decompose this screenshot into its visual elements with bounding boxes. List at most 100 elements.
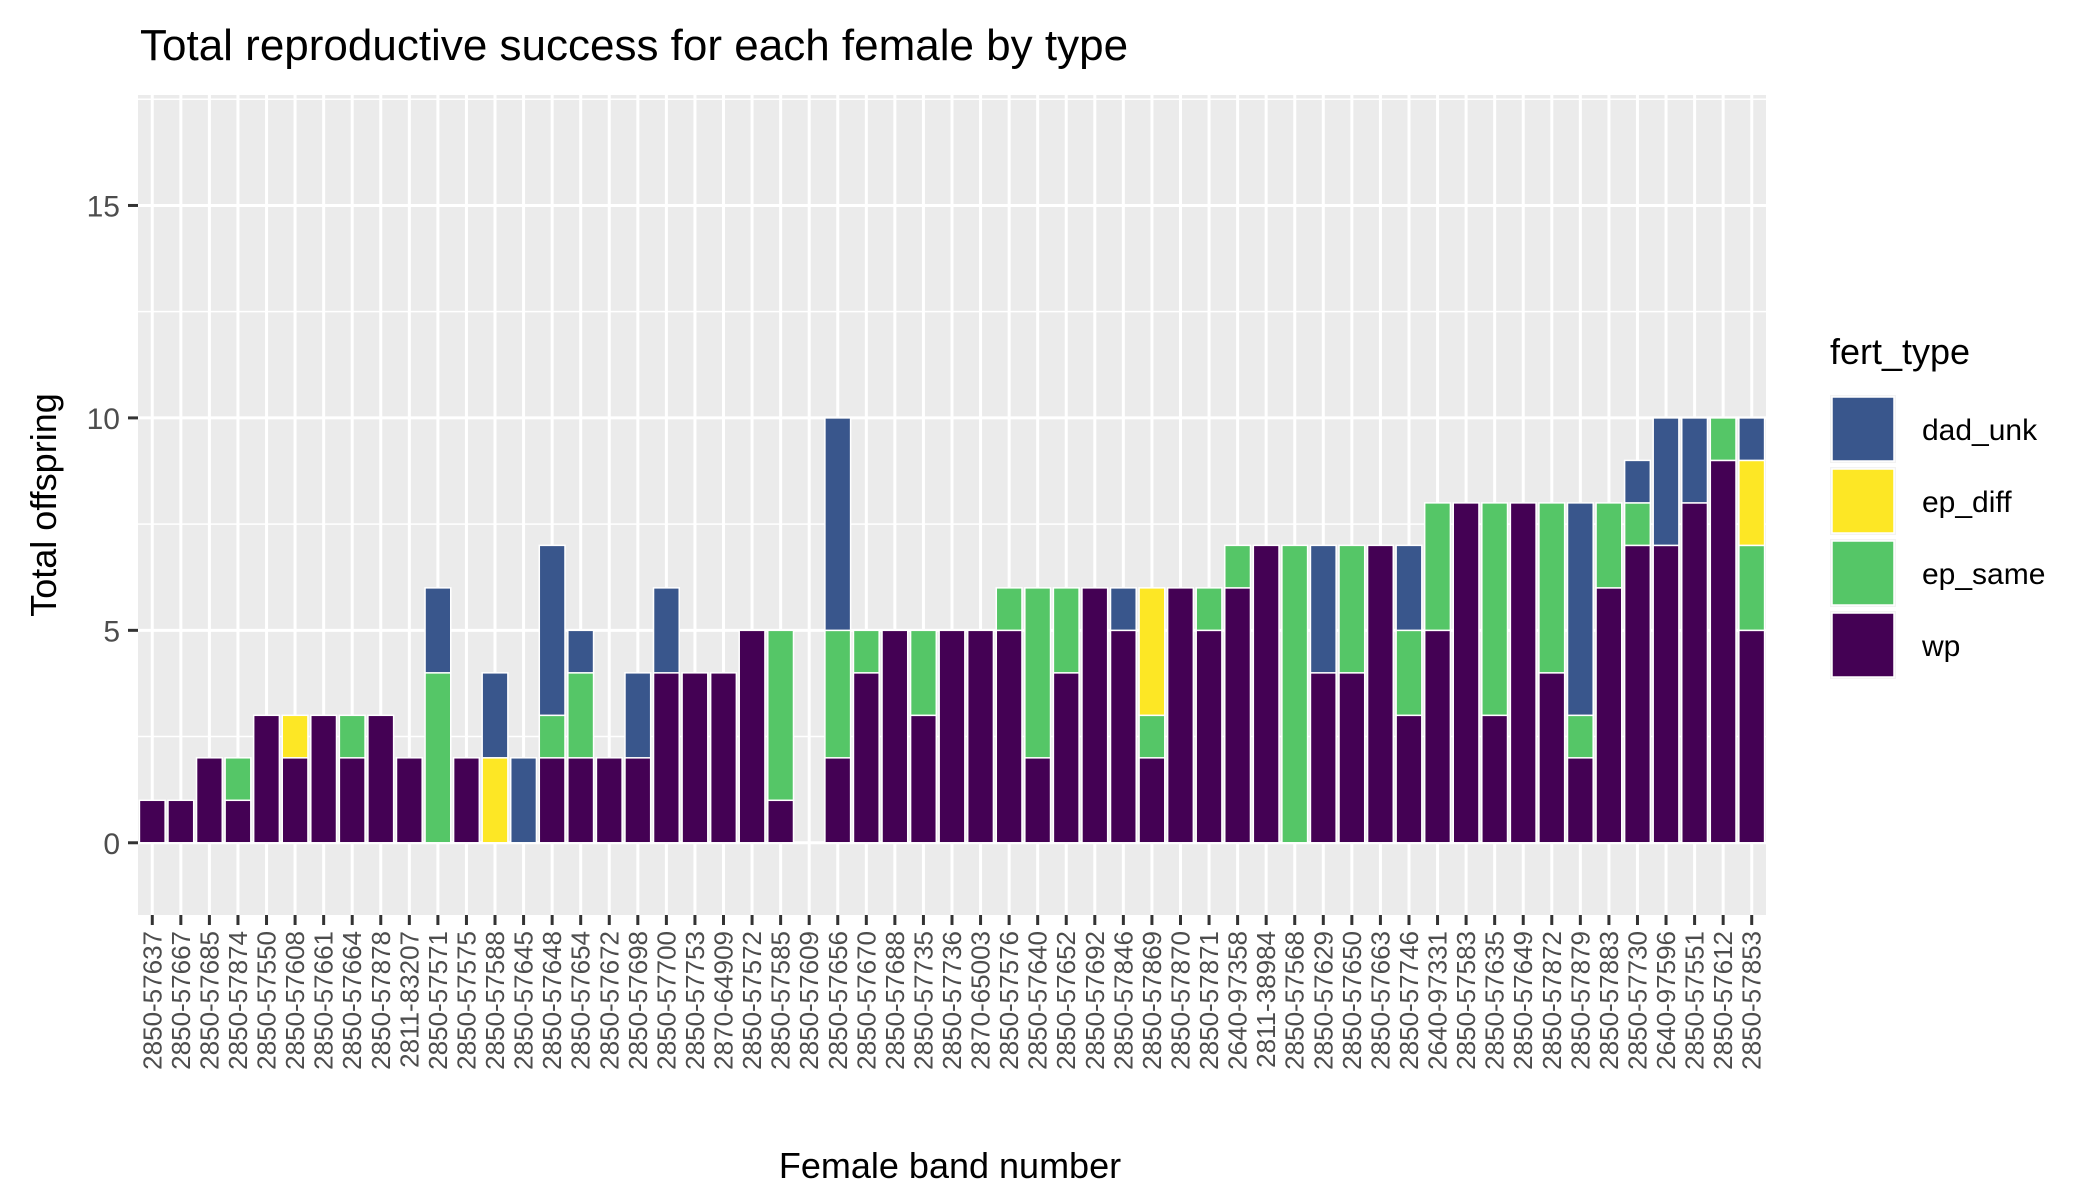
x-tick-label: 2850-57583 <box>1451 931 1481 1070</box>
bar-segment-wp <box>538 757 566 844</box>
bar-segment-dad_unk <box>1652 417 1680 547</box>
bar-segment-wp <box>252 714 281 844</box>
bar-segment-ep_diff <box>281 714 309 759</box>
x-tick-label: 2850-57869 <box>1137 931 1167 1070</box>
bar-segment-dad_unk <box>1738 417 1766 462</box>
bar-segment-dad_unk <box>567 629 595 674</box>
x-tick-label: 2850-57879 <box>1565 931 1595 1070</box>
bar-segment-wp <box>738 629 766 844</box>
bar-segment-dad_unk <box>652 587 680 674</box>
bar-segment-ep_same <box>1481 502 1509 717</box>
x-tick-label: 2640-97331 <box>1423 931 1453 1070</box>
x-tick-label: 2850-57645 <box>509 931 539 1070</box>
x-tick-label: 2850-57853 <box>1737 931 1767 1070</box>
bar-segment-wp <box>138 799 166 844</box>
x-tick-label: 2811-38984 <box>1251 931 1281 1068</box>
x-tick-label: 2850-57568 <box>1280 931 1310 1070</box>
bar-segment-ep_same <box>338 714 366 759</box>
bar-segment-wp <box>1252 544 1280 844</box>
legend-swatch-wp <box>1831 612 1895 678</box>
x-tick-label: 2850-57870 <box>1165 931 1195 1070</box>
bar-segment-ep_same <box>1052 587 1080 674</box>
bar-segment-wp <box>1366 544 1395 844</box>
bar-segment-wp <box>709 672 738 844</box>
bar-segment-ep_same <box>1709 417 1737 462</box>
bar-segment-wp <box>1538 672 1566 844</box>
x-tick-label: 2850-57688 <box>880 931 910 1070</box>
bar-segment-ep_diff <box>481 757 509 844</box>
x-tick-label: 2850-57649 <box>1508 931 1538 1070</box>
bar-segment-wp <box>1024 757 1052 844</box>
bar-segment-ep_same <box>1281 544 1309 844</box>
x-tick-label: 2850-57664 <box>337 931 367 1070</box>
x-tick-label: 2850-57661 <box>309 931 339 1070</box>
bar-segment-dad_unk <box>1395 544 1423 632</box>
legend-label-ep_same: ep_same <box>1922 558 2045 591</box>
bar-segment-wp <box>1509 502 1537 844</box>
x-axis-title: Female band number <box>779 1145 1121 1186</box>
bar-segment-ep_same <box>852 629 880 674</box>
bar-segment-ep_same <box>1224 544 1252 589</box>
bar-segment-wp <box>1738 629 1766 844</box>
bar-segment-wp <box>1081 587 1109 844</box>
bar-segment-wp <box>338 757 366 844</box>
x-tick-label: 2850-57735 <box>908 931 938 1070</box>
bar-segment-ep_same <box>1138 714 1166 759</box>
bar-segment-wp <box>767 799 795 844</box>
bar-segment-dad_unk <box>538 544 566 717</box>
x-tick-label: 2850-57736 <box>937 931 967 1070</box>
bar-segment-ep_same <box>424 672 452 844</box>
bar-segment-wp <box>681 672 709 844</box>
x-tick-label: 2850-57846 <box>1108 931 1138 1070</box>
x-tick-label: 2640-97596 <box>1651 931 1681 1070</box>
x-tick-label: 2850-57588 <box>480 931 510 1070</box>
x-tick-label: 2850-57576 <box>994 931 1024 1070</box>
bar-segment-ep_same <box>1195 587 1223 632</box>
x-tick-label: 2850-57667 <box>166 931 196 1070</box>
bar-segment-wp <box>1109 629 1137 844</box>
bar-segment-ep_same <box>824 629 852 759</box>
bar-segment-wp <box>1395 714 1423 844</box>
x-tick-label: 2811-83207 <box>394 931 424 1068</box>
x-tick-label: 2640-97358 <box>1223 931 1253 1070</box>
x-axis: 2850-576372850-576672850-576852850-57874… <box>137 915 1767 1070</box>
bar-segment-ep_diff <box>1738 459 1766 547</box>
bar-segment-ep_same <box>1566 714 1594 759</box>
bar-segment-ep_same <box>538 714 566 759</box>
x-tick-label: 2850-57585 <box>766 931 796 1070</box>
bar-segment-wp <box>224 799 252 844</box>
bar-segment-wp <box>595 757 623 844</box>
x-tick-label: 2850-57550 <box>252 931 282 1070</box>
x-tick-label: 2850-57612 <box>1708 931 1738 1070</box>
bar-segment-dad_unk <box>824 417 852 632</box>
bar-segment-wp <box>567 757 595 844</box>
x-tick-label: 2850-57637 <box>137 931 167 1070</box>
x-tick-label: 2850-57654 <box>566 931 596 1070</box>
bar-segment-ep_same <box>767 629 795 802</box>
bar-segment-wp <box>1481 714 1509 844</box>
bar-segment-wp <box>1052 672 1080 844</box>
bar-segment-wp <box>966 629 995 844</box>
y-tick-label: 5 <box>103 615 120 648</box>
x-tick-label: 2850-57663 <box>1365 931 1395 1070</box>
bar-segment-wp <box>167 799 195 844</box>
x-tick-label: 2850-57656 <box>823 931 853 1070</box>
bar-segment-wp <box>452 757 481 844</box>
x-tick-label: 2850-57874 <box>223 931 253 1070</box>
bar-segment-wp <box>1224 587 1252 844</box>
bar-segment-wp <box>281 757 309 844</box>
x-tick-label: 2850-57730 <box>1622 931 1652 1070</box>
bar-segment-wp <box>938 629 966 844</box>
bar-segment-dad_unk <box>1109 587 1137 632</box>
bar-segment-wp <box>852 672 880 844</box>
x-tick-label: 2850-57871 <box>1194 931 1224 1070</box>
bar-segment-ep_same <box>1738 544 1766 632</box>
bar-segment-wp <box>995 629 1023 844</box>
x-tick-label: 2850-57551 <box>1680 931 1710 1070</box>
x-tick-label: 2850-57650 <box>1337 931 1367 1070</box>
bar-segment-dad_unk <box>424 587 452 674</box>
bar-segment-dad_unk <box>1680 417 1709 504</box>
y-tick-label: 15 <box>87 190 120 223</box>
